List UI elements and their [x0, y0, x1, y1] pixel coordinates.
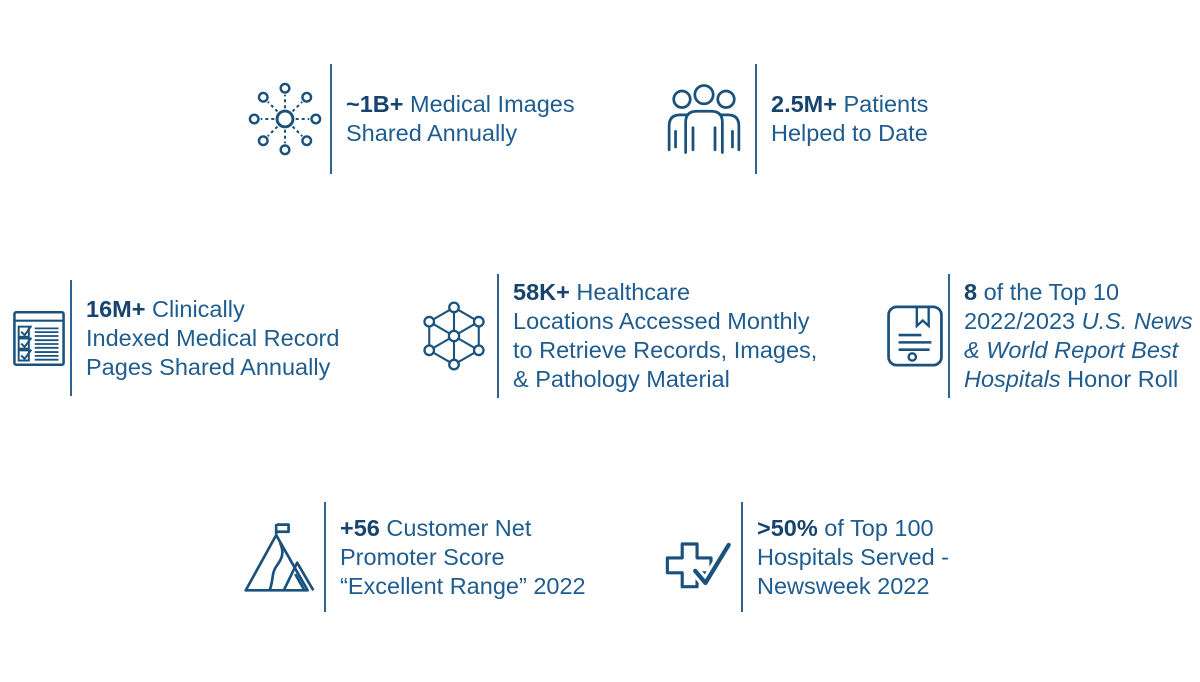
stat-honor-roll-hospitals: 8 of the Top 10 2022/2023 U.S. News & Wo…	[882, 274, 1193, 398]
people-group-icon	[652, 64, 755, 174]
vertical-divider	[948, 274, 950, 398]
bookmarked-report-icon	[882, 274, 948, 398]
stat-net-promoter-score: +56 Customer Net Promoter Score “Excelle…	[236, 502, 586, 612]
stat-text: 8 of the Top 10 2022/2023 U.S. News & Wo…	[964, 279, 1193, 392]
mountain-flag-icon	[236, 502, 324, 612]
stat-text: >50% of Top 100 Hospitals Served - Newsw…	[757, 514, 949, 599]
stat-value: 16M+	[86, 295, 146, 322]
checklist-document-icon	[8, 280, 70, 396]
vertical-divider	[70, 280, 72, 396]
vertical-divider	[741, 502, 743, 612]
hex-network-icon	[410, 274, 497, 398]
vertical-divider	[324, 502, 326, 612]
stat-top-hospitals-served: >50% of Top 100 Hospitals Served - Newsw…	[655, 502, 949, 612]
stat-text: ~1B+ Medical Images Shared Annually	[346, 91, 575, 146]
stat-value: +56	[340, 514, 380, 541]
stat-value: 8	[964, 279, 978, 305]
network-hub-icon	[240, 64, 330, 174]
vertical-divider	[755, 64, 757, 174]
stat-value: >50%	[757, 514, 818, 541]
stat-text: 58K+ Healthcare Locations Accessed Month…	[513, 279, 818, 392]
medical-cross-check-icon	[655, 502, 741, 612]
stat-patients-helped: 2.5M+ Patients Helped to Date	[652, 64, 928, 174]
stat-text: 16M+ Clinically Indexed Medical Record P…	[86, 295, 340, 380]
stat-record-pages-shared: 16M+ Clinically Indexed Medical Record P…	[8, 280, 339, 396]
stat-value: 2.5M+	[771, 91, 837, 117]
stat-value: 58K+	[513, 279, 570, 305]
vertical-divider	[497, 274, 499, 398]
stat-medical-images-shared: ~1B+ Medical Images Shared Annually	[240, 64, 575, 174]
stat-text: 2.5M+ Patients Helped to Date	[771, 91, 929, 146]
stat-healthcare-locations: 58K+ Healthcare Locations Accessed Month…	[410, 274, 817, 398]
stat-text: +56 Customer Net Promoter Score “Excelle…	[340, 514, 586, 599]
stat-value: ~1B+	[346, 91, 404, 117]
vertical-divider	[330, 64, 332, 174]
